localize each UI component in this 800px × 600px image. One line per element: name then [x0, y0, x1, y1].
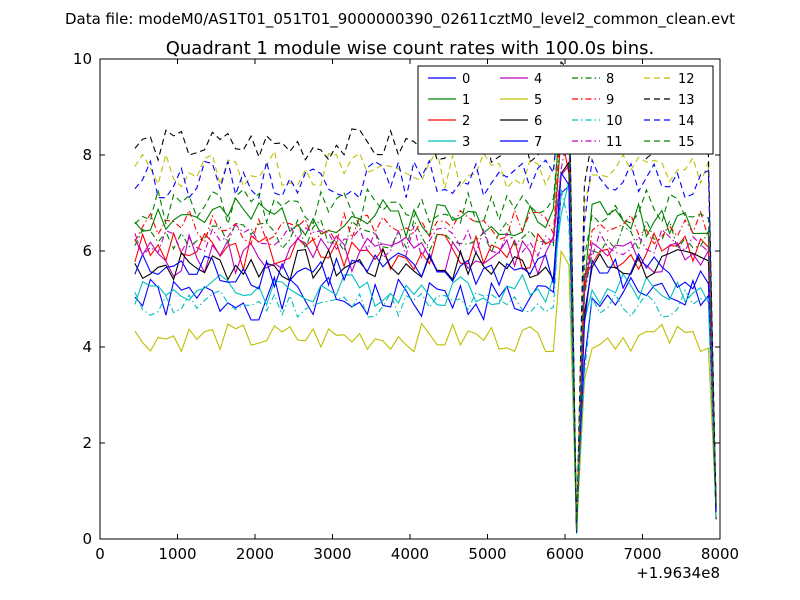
x-offset-label: +1.9634e8 — [636, 564, 720, 582]
series-line-11 — [134, 130, 717, 523]
series-line-7 — [134, 171, 717, 529]
legend-label: 1 — [462, 93, 470, 108]
x-tick-label: 4000 — [391, 545, 429, 563]
x-tick-label: 7000 — [623, 545, 661, 563]
series-line-6 — [134, 160, 717, 530]
series-line-1 — [134, 103, 717, 523]
chart-title: Quadrant 1 module wise count rates with … — [166, 38, 655, 59]
y-tick-label: 2 — [82, 434, 92, 452]
legend-label: 3 — [462, 135, 470, 150]
legend-box — [417, 65, 714, 155]
legend-label: 0 — [462, 72, 470, 87]
legend-label: 4 — [534, 72, 542, 87]
x-tick-label: 0 — [95, 545, 105, 563]
series-line-5 — [134, 249, 717, 531]
x-tick-label: 1000 — [158, 545, 196, 563]
y-tick-label: 6 — [82, 242, 92, 260]
y-tick-label: 0 — [82, 530, 92, 548]
legend-label: 10 — [606, 114, 623, 129]
legend-label: 14 — [678, 114, 695, 129]
x-tick-label: 5000 — [468, 545, 506, 563]
x-tick-label: 3000 — [313, 545, 351, 563]
legend-label: 15 — [678, 135, 695, 150]
figure-suptitle: Data file: modeM0/AS1T01_051T01_90000003… — [65, 10, 735, 29]
legend-label: 11 — [606, 135, 623, 150]
y-tick-label: 10 — [73, 50, 92, 68]
x-tick-label: 6000 — [546, 545, 584, 563]
series-line-8 — [134, 118, 717, 527]
legend-label: 8 — [606, 72, 614, 87]
x-tick-label: 2000 — [236, 545, 274, 563]
series-line-3 — [134, 181, 717, 534]
series-line-2 — [134, 133, 717, 521]
series-line-10 — [134, 189, 717, 524]
series-line-14 — [134, 72, 717, 533]
legend-label: 6 — [534, 114, 542, 129]
series-line-15 — [134, 112, 717, 532]
series-line-4 — [134, 163, 717, 533]
legend-label: 12 — [678, 72, 695, 87]
series-line-12 — [134, 75, 717, 522]
legend-label: 9 — [606, 93, 614, 108]
x-tick-label: 8000 — [701, 545, 739, 563]
y-tick-label: 8 — [82, 146, 92, 164]
series-line-0 — [134, 185, 717, 524]
legend-label: 13 — [678, 93, 695, 108]
legend-label: 5 — [534, 93, 542, 108]
legend-label: 7 — [534, 135, 542, 150]
y-tick-label: 4 — [82, 338, 92, 356]
legend-label: 2 — [462, 114, 470, 129]
